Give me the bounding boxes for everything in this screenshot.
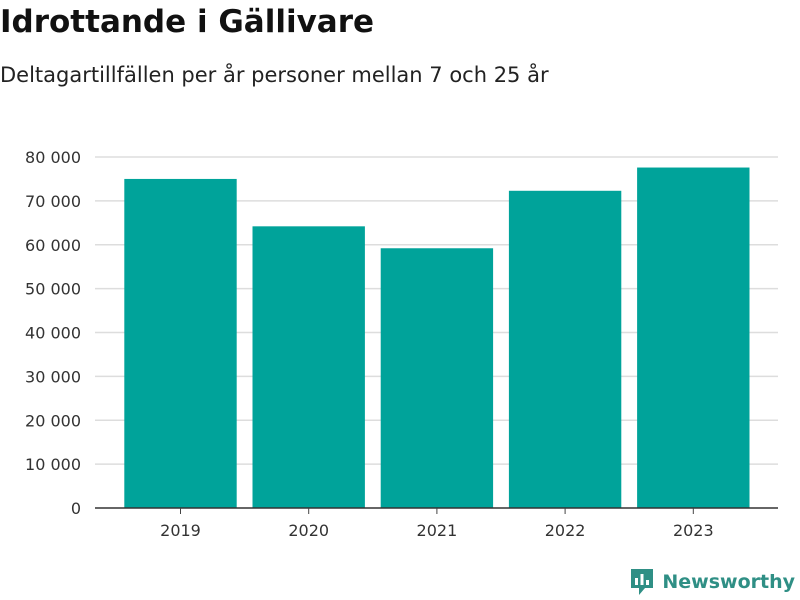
bar-2019 xyxy=(124,178,237,508)
x-tick-label: 2022 xyxy=(545,521,586,540)
y-tick-label: 20 000 xyxy=(25,411,81,430)
x-tick-label: 2023 xyxy=(673,521,714,540)
x-tick-label: 2020 xyxy=(288,521,329,540)
bar-2022 xyxy=(508,190,622,508)
x-axis-labels: 2019 2020 2021 2022 2023 xyxy=(160,508,714,540)
x-tick-label: 2021 xyxy=(417,521,458,540)
y-tick-label: 30 000 xyxy=(25,367,81,386)
brand-name: Newsworthy xyxy=(662,571,795,593)
y-tick-label: 60 000 xyxy=(25,236,81,255)
newsworthy-logo-icon xyxy=(631,569,654,595)
y-tick-label: 70 000 xyxy=(25,192,81,211)
x-tick-label: 2019 xyxy=(160,521,201,540)
chart-subtitle: Deltagartillfällen per år personer mella… xyxy=(0,63,549,87)
y-axis-labels: 0 10 000 20 000 30 000 40 000 50 000 60 000 70 … xyxy=(25,148,81,518)
bar-2023 xyxy=(637,167,750,508)
chart-title: Idrottande i Gällivare xyxy=(0,4,375,40)
y-tick-label: 80 000 xyxy=(25,148,81,167)
bars xyxy=(124,167,750,508)
bar-2021 xyxy=(380,248,494,508)
y-tick-label: 40 000 xyxy=(25,324,81,343)
y-tick-label: 50 000 xyxy=(25,280,81,299)
y-tick-label: 0 xyxy=(71,499,81,518)
brand-logo: Newsworthy xyxy=(629,567,795,597)
bar-2020 xyxy=(252,226,365,508)
y-tick-label: 10 000 xyxy=(25,455,81,474)
